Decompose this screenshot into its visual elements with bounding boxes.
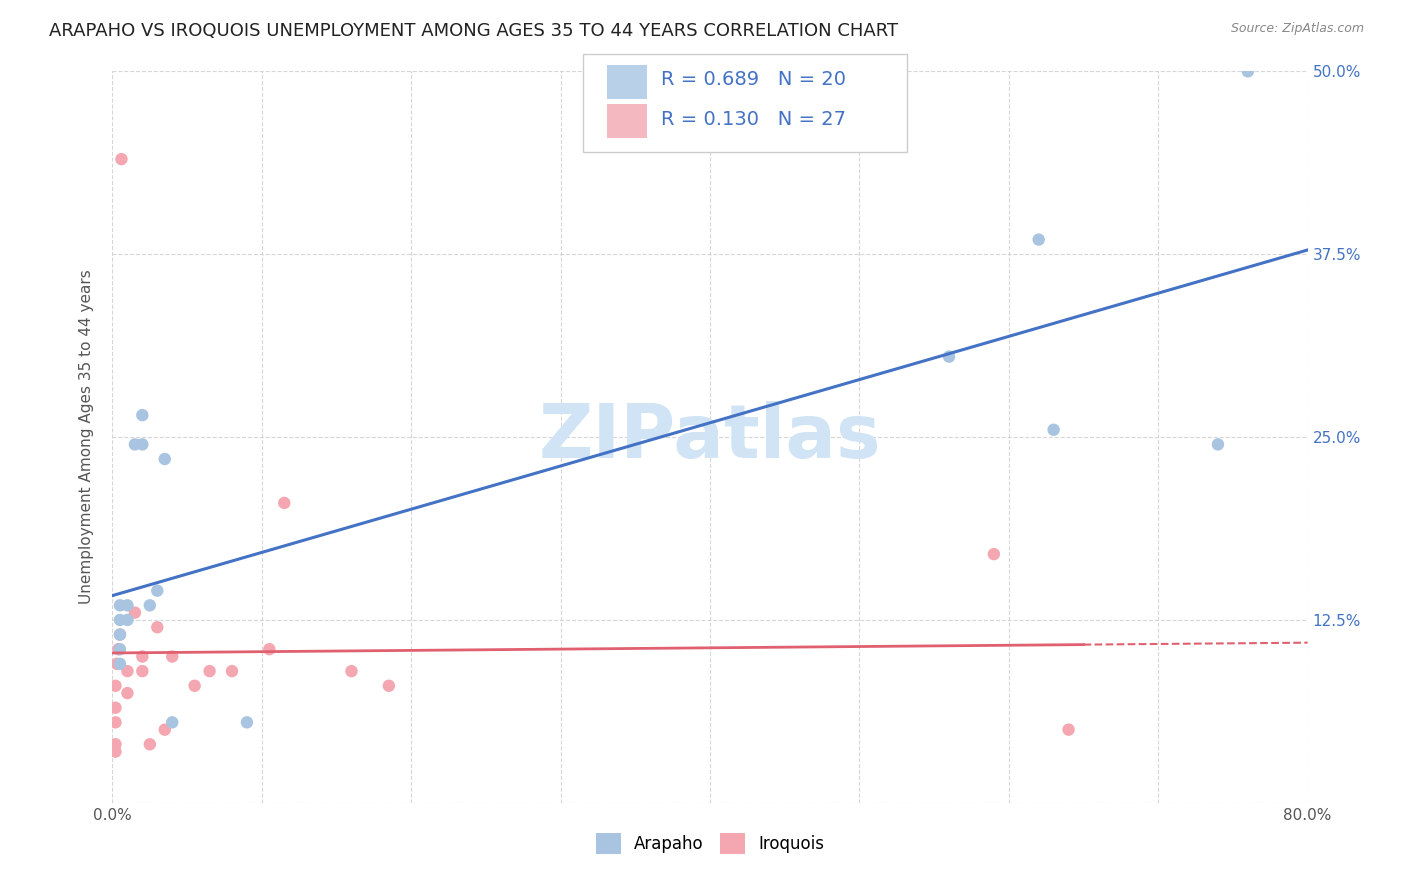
Point (108, 599, 131, 613)
Point (108, 657, 131, 671)
Point (131, 408, 153, 422)
Point (146, 583, 169, 598)
Point (378, 679, 401, 693)
Text: R = 0.130   N = 27: R = 0.130 N = 27 (661, 110, 846, 128)
Point (1028, 233, 1050, 247)
Text: Source: ZipAtlas.com: Source: ZipAtlas.com (1230, 22, 1364, 36)
Point (139, 737, 162, 751)
Point (117, 686, 139, 700)
Point (131, 664, 153, 678)
Point (1042, 423, 1064, 437)
Point (117, 613, 139, 627)
Point (104, 715, 127, 730)
Point (221, 664, 243, 678)
Point (139, 599, 162, 613)
Point (108, 613, 131, 627)
Point (104, 679, 127, 693)
Point (198, 664, 221, 678)
Legend: Arapaho, Iroquois: Arapaho, Iroquois (589, 827, 831, 860)
Point (104, 745, 127, 759)
Y-axis label: Unemployment Among Ages 35 to 44 years: Unemployment Among Ages 35 to 44 years (79, 269, 94, 605)
Point (273, 496, 295, 510)
Point (340, 664, 363, 678)
Point (153, 723, 176, 737)
Point (108, 627, 131, 641)
Point (117, 599, 139, 613)
Point (146, 620, 169, 634)
Point (1237, 64, 1260, 78)
Text: R = 0.689   N = 20: R = 0.689 N = 20 (661, 70, 846, 89)
Point (117, 664, 139, 678)
Point (236, 715, 259, 730)
Point (259, 642, 281, 657)
Point (183, 679, 205, 693)
Point (104, 700, 127, 714)
Point (110, 152, 132, 166)
Point (131, 649, 153, 664)
Point (108, 627, 131, 641)
Text: ZIPatlas: ZIPatlas (538, 401, 882, 474)
Point (1206, 437, 1229, 451)
Point (124, 606, 146, 620)
Point (162, 715, 183, 730)
Point (105, 657, 128, 671)
Text: ARAPAHO VS IROQUOIS UNEMPLOYMENT AMONG AGES 35 TO 44 YEARS CORRELATION CHART: ARAPAHO VS IROQUOIS UNEMPLOYMENT AMONG A… (49, 22, 898, 40)
Point (162, 649, 183, 664)
Point (983, 547, 1005, 561)
Point (938, 350, 960, 364)
Point (107, 642, 129, 657)
Point (108, 642, 131, 657)
Point (131, 437, 153, 451)
Point (124, 437, 146, 451)
Point (1057, 723, 1080, 737)
Point (104, 737, 127, 751)
Point (153, 452, 176, 467)
